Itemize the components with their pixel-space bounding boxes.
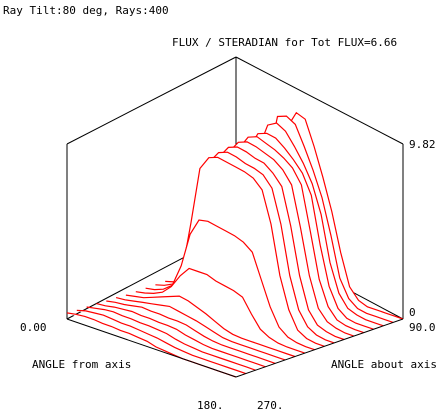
surface-slice-110: [86, 306, 256, 371]
surface-slice-150: [125, 294, 296, 358]
z-max-label: 9.82: [409, 138, 436, 151]
y-axis-label: ANGLE about axis: [331, 358, 437, 371]
y-end-label: 270.: [257, 399, 284, 412]
x-axis-label: ANGLE from axis: [32, 358, 131, 371]
frame-front-left: [66, 318, 237, 378]
frame-top-left: [66, 56, 237, 145]
surface-lines: [66, 111, 404, 378]
chart-title: FLUX / STERADIAN for Tot FLUX=6.66: [172, 36, 397, 49]
surface-slice-100: [76, 309, 246, 375]
y-start-label: 90.0: [409, 321, 436, 334]
z-min-label: 0: [409, 306, 416, 319]
frame-top-right: [235, 56, 404, 145]
frame-front-right: [235, 318, 404, 378]
header-text: Ray Tilt:80 deg, Rays:400: [3, 4, 169, 17]
x-end-label: 180.: [197, 399, 224, 412]
x-start-label: 0.00: [20, 321, 47, 334]
surface-slice-120: [96, 303, 266, 368]
surface-slice-130: [106, 300, 276, 364]
surface-slice-170: [145, 219, 315, 351]
surface-slice-160: [135, 267, 305, 354]
box-front: [66, 318, 404, 378]
